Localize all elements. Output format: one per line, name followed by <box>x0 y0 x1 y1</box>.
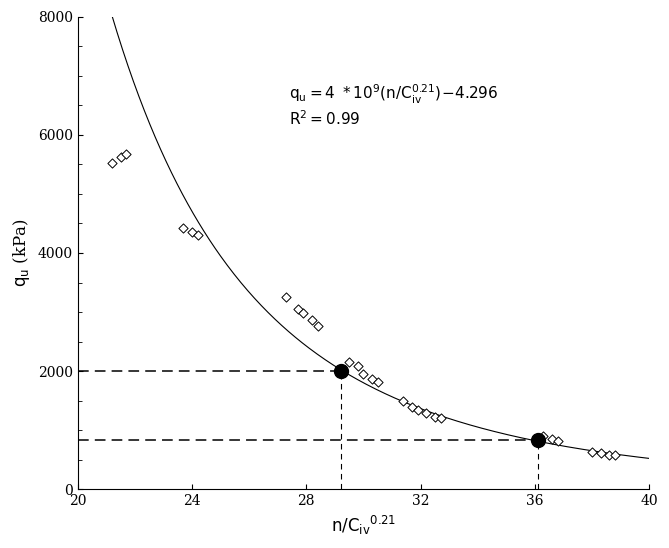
Text: $\mathrm{q_u = 4\ *10^9(n/C_{iv}^{0.21})\!-\!4.296}$
$\mathrm{R^2 = 0.99}$: $\mathrm{q_u = 4\ *10^9(n/C_{iv}^{0.21})… <box>289 83 498 128</box>
Point <box>547 435 557 443</box>
Point <box>609 450 620 459</box>
Point <box>587 447 597 456</box>
Point <box>538 432 549 441</box>
Point <box>178 223 189 232</box>
Point <box>367 374 377 383</box>
Point <box>292 305 303 313</box>
Y-axis label: $\mathrm{q_u}$ (kPa): $\mathrm{q_u}$ (kPa) <box>11 219 32 287</box>
Point <box>298 309 308 318</box>
Point <box>407 402 417 411</box>
Point <box>187 228 197 237</box>
Point <box>553 437 563 446</box>
Point <box>421 409 432 418</box>
Point <box>412 406 423 415</box>
Point <box>429 412 440 421</box>
Point <box>435 414 446 423</box>
Point <box>192 231 203 239</box>
Point <box>312 321 323 330</box>
Point <box>358 370 369 379</box>
Point <box>106 158 117 167</box>
Point <box>595 449 606 458</box>
Point <box>335 367 346 375</box>
Point <box>344 358 355 367</box>
Point <box>115 153 126 162</box>
Point <box>306 316 317 324</box>
Point <box>353 362 363 371</box>
Point <box>121 149 132 158</box>
Point <box>603 450 614 459</box>
Point <box>372 378 383 386</box>
Point <box>281 293 292 302</box>
Point <box>533 435 543 444</box>
X-axis label: $\mathrm{n/C_{iv}}^{0.21}$: $\mathrm{n/C_{iv}}^{0.21}$ <box>331 514 396 537</box>
Point <box>398 396 409 405</box>
